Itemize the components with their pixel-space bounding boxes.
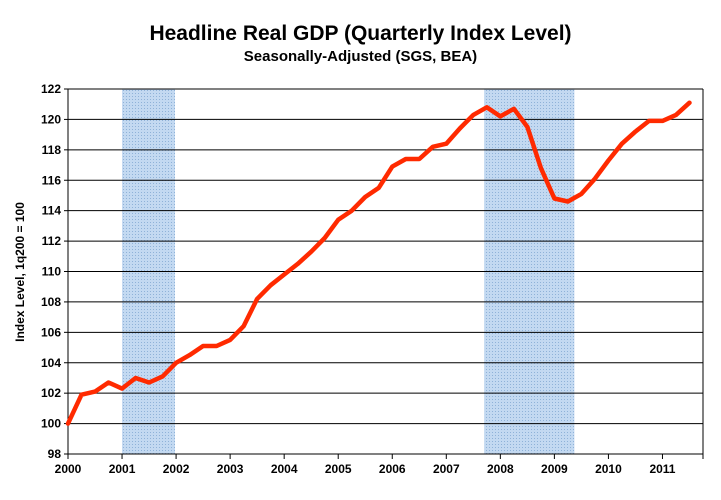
x-tick-label-2001: 2001 <box>109 462 136 476</box>
y-tick-label-104: 104 <box>41 356 61 370</box>
x-tick-label-2008: 2008 <box>487 462 514 476</box>
x-tick-label-2002: 2002 <box>163 462 190 476</box>
y-tick-label-110: 110 <box>42 265 62 279</box>
y-tick-label-106: 106 <box>41 325 61 339</box>
x-tick-label-2000: 2000 <box>55 462 82 476</box>
x-tick-label-2004: 2004 <box>271 462 298 476</box>
y-tick-label-116: 116 <box>42 173 62 187</box>
y-tick-label-114: 114 <box>42 204 62 218</box>
chart-subtitle: Seasonally-Adjusted (SGS, BEA) <box>243 48 478 65</box>
x-tick-label-2007: 2007 <box>433 462 460 476</box>
y-tick-label-102: 102 <box>41 386 61 400</box>
x-tick-label-2006: 2006 <box>379 462 406 476</box>
y-tick-label-108: 108 <box>41 295 61 309</box>
x-tick-label-2003: 2003 <box>217 462 244 476</box>
y-axis-label: Index Level, 1q200 = 100 <box>13 202 27 342</box>
x-tick-label-2010: 2010 <box>595 462 622 476</box>
y-tick-label-98: 98 <box>48 447 62 461</box>
chart-title: Headline Real GDP (Quarterly Index Level… <box>149 22 572 45</box>
x-tick-label-2009: 2009 <box>541 462 568 476</box>
y-tick-label-100: 100 <box>41 417 61 431</box>
y-tick-label-120: 120 <box>41 112 61 126</box>
y-tick-label-112: 112 <box>42 234 62 248</box>
x-tick-label-2011: 2011 <box>649 462 675 476</box>
y-tick-label-118: 118 <box>42 143 62 157</box>
x-tick-label-2005: 2005 <box>325 462 352 476</box>
y-tick-label-122: 122 <box>41 82 61 96</box>
